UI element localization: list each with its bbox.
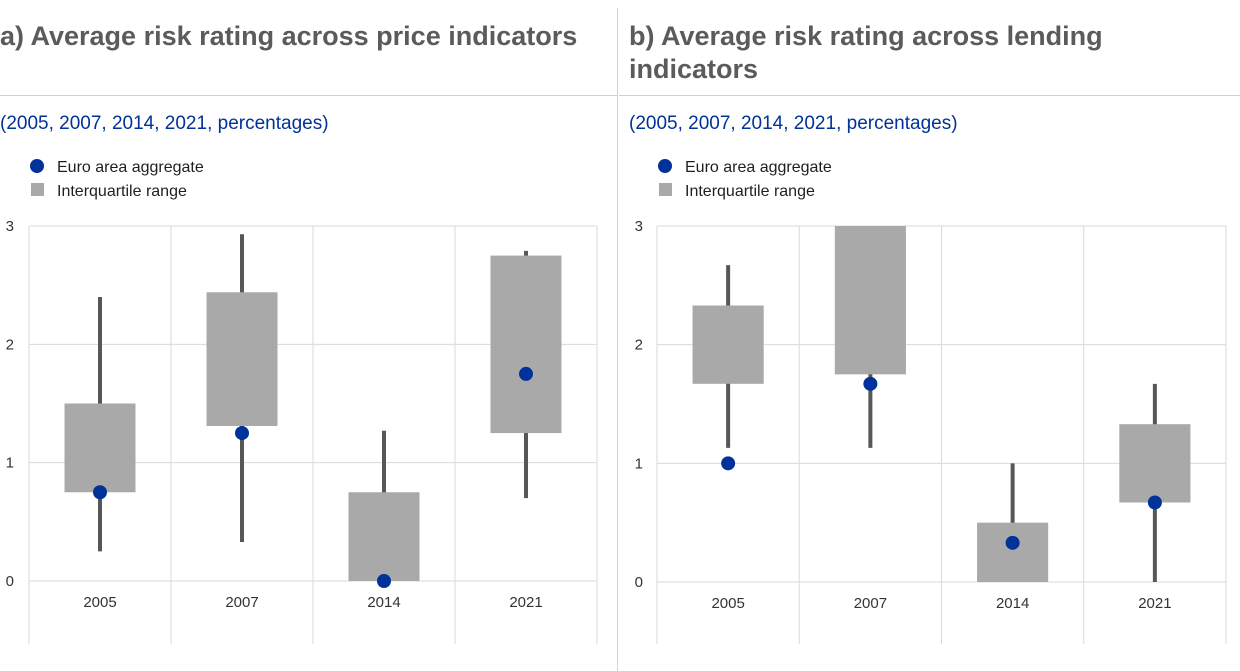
panel-b-iqr-box-2021 xyxy=(1119,424,1191,503)
panel-a-subtitle: (2005, 2007, 2014, 2021, percentages) xyxy=(0,113,329,134)
panel-b-title-rule xyxy=(619,95,1240,96)
panel-a-title: a) Average risk rating across price indi… xyxy=(0,21,578,51)
panel-b-legend-box-icon xyxy=(659,183,672,196)
panel-b-xtick-label: 2021 xyxy=(1138,595,1171,612)
panel-b-aggregate-dot-2007 xyxy=(863,376,878,391)
panel-a-xtick-label: 2021 xyxy=(509,594,542,611)
panel-a-plot: 0 1 2 3 2005 2007 2014 2021 Euro area aggregate I… xyxy=(6,159,598,644)
panel-a-xtick-label: 2005 xyxy=(83,594,116,611)
panel-b-aggregate-dot-2014 xyxy=(1005,535,1020,550)
panel-a-xtick-label: 2014 xyxy=(367,594,400,611)
panel-a-iqr-box-2014 xyxy=(348,492,420,581)
panel-b-iqr-box-2005 xyxy=(692,305,764,384)
panel-a-legend-iqr-label: Interquartile range xyxy=(57,183,187,200)
panel-a-ytick-label: 3 xyxy=(6,218,14,235)
panel-b-subtitle: (2005, 2007, 2014, 2021, percentages) xyxy=(629,113,958,134)
panel-a-legend-box-icon xyxy=(31,183,44,196)
panel-b-xtick-label: 2005 xyxy=(711,595,744,612)
panel-b-plot: 0 1 2 3 2005 2007 2014 2021 Euro area aggregate I… xyxy=(635,159,1227,644)
panel-b-iqr-box-2014 xyxy=(977,522,1049,582)
panel-a-title-rule xyxy=(0,95,617,96)
panel-a-xtick-label: 2007 xyxy=(225,594,258,611)
panel-b-legend-dot-icon xyxy=(658,159,672,173)
panel-b-xtick-label: 2014 xyxy=(996,595,1029,612)
panel-b-legend-iqr-label: Interquartile range xyxy=(685,183,815,200)
panel-b-title: b) Average risk rating across lending in… xyxy=(629,21,1103,84)
panel-a-legend-aggregate-label: Euro area aggregate xyxy=(57,159,204,176)
panel-b-ytick-label: 2 xyxy=(635,337,643,354)
panel-a-ytick-label: 1 xyxy=(6,455,14,472)
panel-a-aggregate-dot-2014 xyxy=(377,574,391,588)
panel-a-aggregate-dot-2021 xyxy=(519,366,533,381)
panel-b-aggregate-dot-2005 xyxy=(721,456,736,471)
panel-a-iqr-box-2007 xyxy=(206,292,278,426)
panel-a-aggregate-dot-2007 xyxy=(235,426,249,441)
panel-b-xtick-label: 2007 xyxy=(854,595,887,612)
panel-a-ytick-label: 2 xyxy=(6,336,14,353)
panel-a-iqr-box-2021 xyxy=(490,255,562,434)
panel-a-aggregate-dot-2005 xyxy=(93,485,107,500)
panel-b-iqr-box-2007 xyxy=(834,226,906,375)
panel-divider xyxy=(617,8,618,671)
panel-a-ytick-label: 0 xyxy=(6,573,14,590)
panel-a-legend-dot-icon xyxy=(30,159,44,173)
panel-a-iqr-box-2005 xyxy=(64,403,136,493)
panel-b-ytick-label: 3 xyxy=(635,218,643,235)
panel-b-ytick-label: 1 xyxy=(635,455,643,472)
panel-b-legend-aggregate-label: Euro area aggregate xyxy=(685,159,832,176)
panel-b-aggregate-dot-2021 xyxy=(1147,495,1162,510)
panel-b-ytick-label: 0 xyxy=(635,574,643,591)
